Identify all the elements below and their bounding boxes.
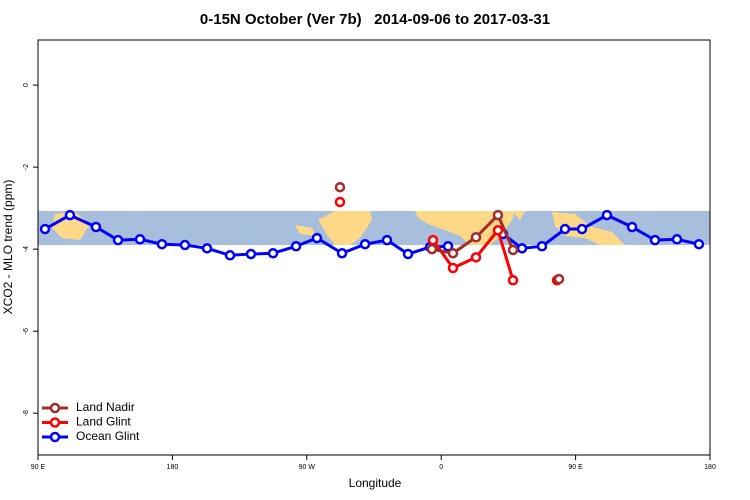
point: [90, 221, 102, 233]
map-band: [38, 211, 710, 245]
point: [553, 273, 565, 285]
point: [179, 239, 191, 251]
point: [290, 241, 302, 252]
point: [447, 262, 459, 274]
point: [693, 238, 705, 250]
y-tick-label: -4: [23, 246, 30, 252]
land: [512, 211, 525, 220]
point: [427, 234, 439, 246]
point: [39, 223, 51, 235]
point: [336, 247, 348, 259]
point: [402, 248, 414, 260]
y-tick-label: -2: [23, 164, 30, 170]
point: [267, 247, 279, 259]
point: [201, 243, 213, 254]
point: [507, 244, 519, 256]
point: [507, 275, 519, 286]
point: [311, 232, 323, 244]
point: [536, 241, 548, 252]
x-tick-label: 90 W: [299, 464, 316, 471]
point: [492, 209, 504, 221]
point: [626, 221, 638, 233]
point: [334, 196, 346, 208]
point: [334, 181, 346, 193]
y-axis-label: XCO2 - MLO trend (ppm): [1, 180, 15, 315]
land: [318, 211, 372, 245]
x-tick-label: 0: [439, 464, 443, 471]
land: [295, 225, 316, 236]
point: [671, 234, 683, 245]
point: [447, 247, 459, 259]
legend-label: Land Nadir: [76, 400, 135, 414]
point: [442, 241, 454, 252]
legend-label: Land Glint: [76, 415, 131, 429]
y-tick-label: 0: [23, 83, 30, 87]
x-tick-label: 90 E: [568, 464, 583, 471]
point: [559, 223, 571, 235]
point: [224, 250, 236, 261]
x-axis-label: Longitude: [349, 476, 402, 490]
land: [552, 212, 625, 245]
point: [426, 243, 438, 255]
point: [245, 248, 257, 260]
y-tick-label: -8: [23, 410, 30, 416]
point: [381, 234, 393, 246]
point: [516, 243, 528, 254]
y-tick-label: -6: [23, 328, 30, 334]
legend-marker: [49, 431, 61, 443]
chart-title: 0-15N October (Ver 7b) 2014-09-06 to 201…: [200, 11, 550, 28]
point: [576, 223, 588, 235]
x-tick-label: 90 E: [31, 464, 46, 471]
plot-frame: [37, 39, 711, 456]
point: [492, 225, 504, 236]
legend-marker: [49, 417, 61, 428]
legend-label: Ocean Glint: [76, 429, 140, 443]
x-tick-label: 180: [704, 464, 716, 471]
x-tick-label: 180: [167, 464, 179, 471]
legend-marker: [49, 402, 61, 414]
point: [134, 234, 146, 245]
point: [64, 209, 76, 221]
point: [112, 234, 124, 246]
point: [156, 238, 168, 250]
point: [470, 252, 482, 263]
point: [649, 234, 661, 246]
point: [601, 209, 613, 221]
land: [415, 211, 515, 245]
point: [359, 238, 371, 250]
point: [470, 231, 482, 243]
